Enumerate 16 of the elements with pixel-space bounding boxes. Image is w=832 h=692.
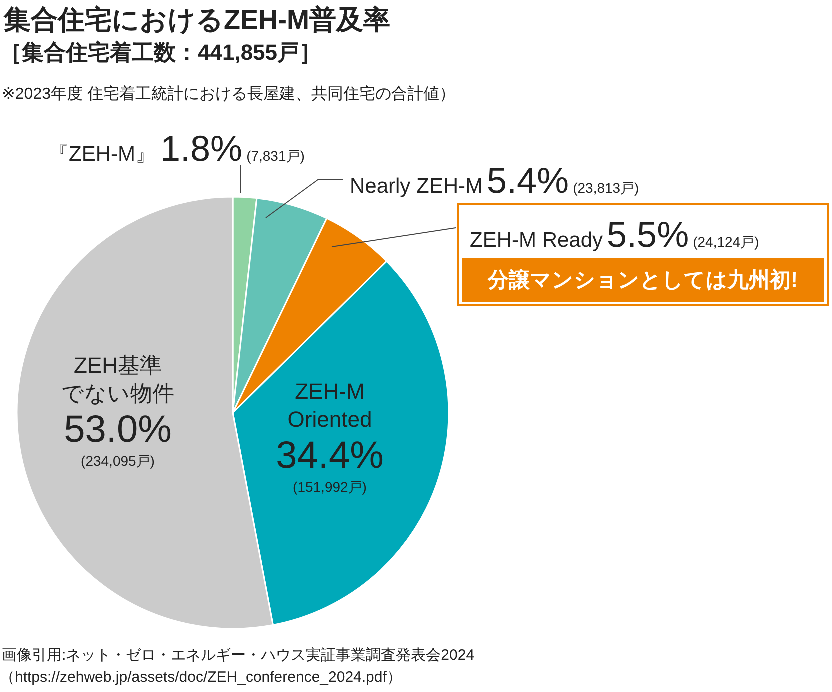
text: 分譲マンションとしては九州初! bbox=[462, 258, 824, 302]
data-label: 5.4%(23,813戸) bbox=[487, 160, 640, 202]
chart-title: 集合住宅におけるZEH-M普及率 bbox=[4, 4, 390, 37]
slice-label: Nearly ZEH-M bbox=[350, 175, 484, 199]
slice-label: 『ZEH-M』 bbox=[48, 142, 156, 168]
slice-label: ZEH-M Ready bbox=[470, 229, 604, 253]
data-label: 34.4%(151,992戸) bbox=[275, 434, 385, 496]
data-label: 53.0%(234,095戸) bbox=[63, 408, 173, 470]
chart-subtitle: ［集合住宅着工数：441,855戸］ bbox=[0, 39, 322, 67]
text: ※2023年度 住宅着工統計における長屋建、共同住宅の合計値） bbox=[2, 84, 456, 105]
data-label: 5.5%(24,124戸) bbox=[607, 214, 760, 256]
slice-label: ZEH-M Oriented bbox=[286, 378, 374, 434]
text: （https://zehweb.jp/assets/doc/ZEH_conference_2024.pdf） bbox=[0, 668, 402, 687]
slice-label: ZEH基準でない物件 bbox=[60, 352, 176, 408]
data-label: 1.8%(7,831戸) bbox=[160, 128, 305, 170]
text: 画像引用:ネット・ゼロ・エネルギー・ハウス実証事業調査発表会2024 bbox=[2, 646, 475, 665]
